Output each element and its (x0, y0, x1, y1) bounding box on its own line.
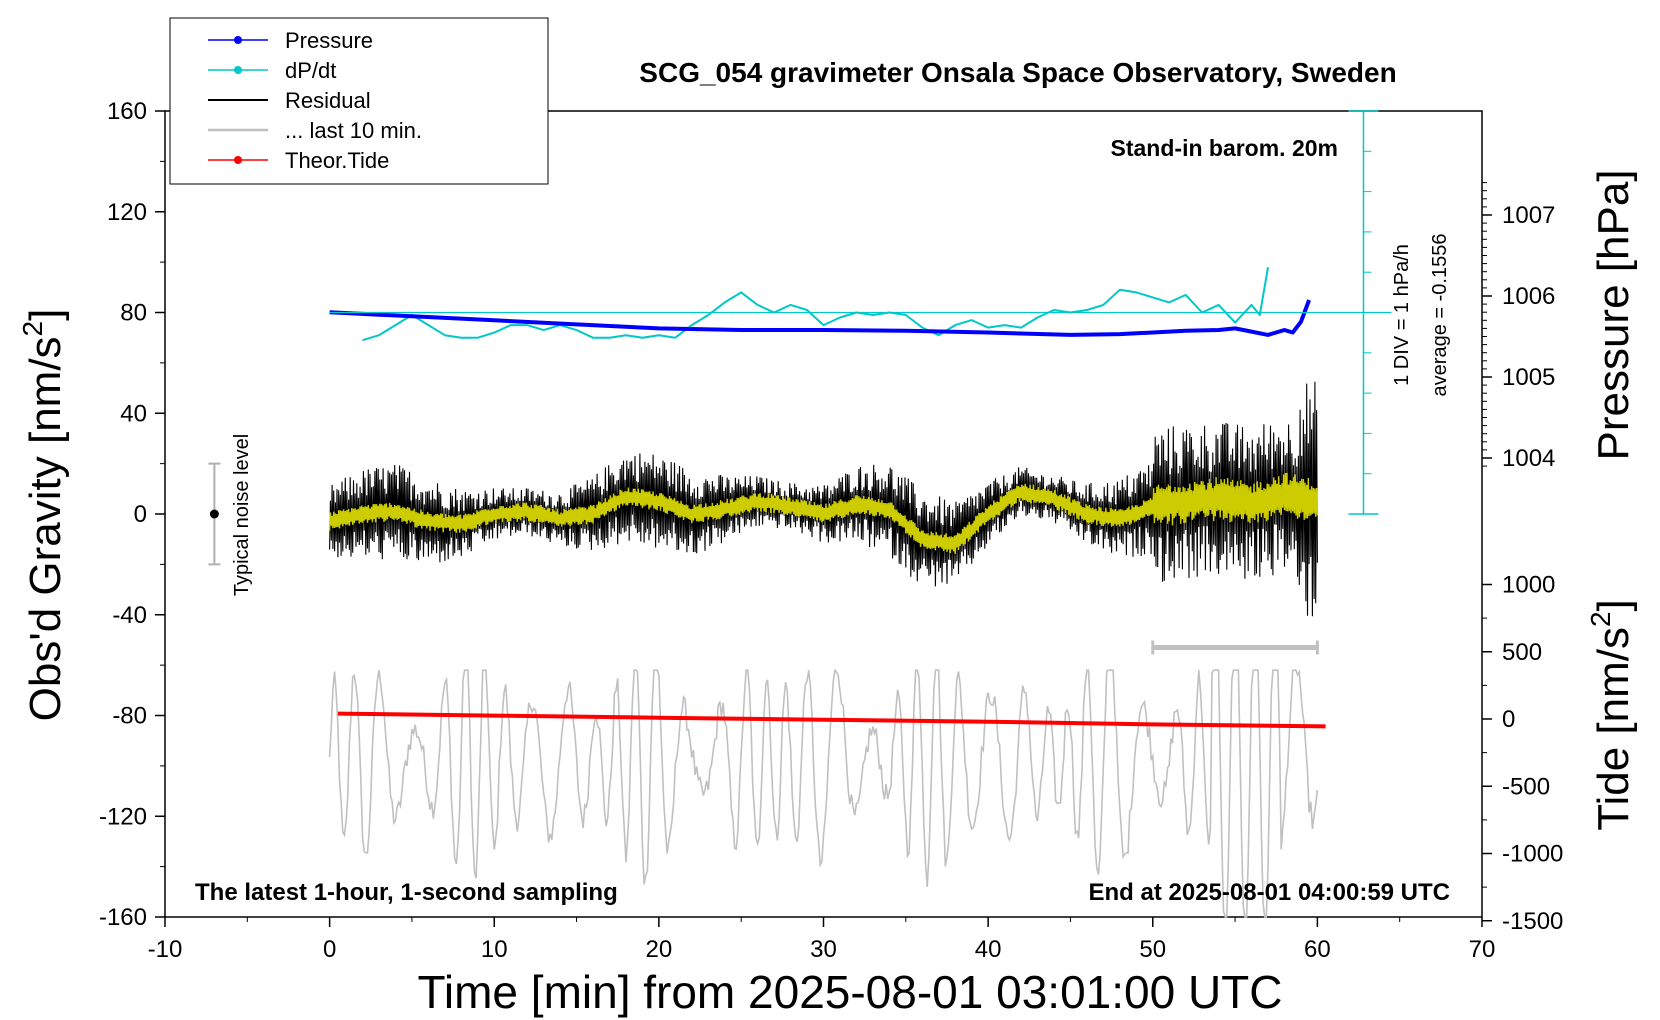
y-axis-title-tide: Tide [nm/s2] (1585, 599, 1638, 831)
x-tick-label: -10 (148, 936, 183, 963)
legend-label-tide: Theor.Tide (285, 148, 389, 173)
x-tick-label: 60 (1304, 936, 1331, 963)
y-left-tick-label: 160 (107, 98, 147, 125)
annotation-div-scale: 1 DIV = 1 hPa/h (1391, 244, 1413, 386)
y-left-tick-label: 40 (120, 400, 147, 427)
y-tide-tick-label: 500 (1502, 639, 1542, 666)
legend-marker-pressure (234, 36, 242, 44)
y-pressure-tick-label: 1004 (1502, 445, 1555, 472)
y-left-tick-label: -40 (112, 602, 147, 629)
annotation-noise: Typical noise level (231, 434, 253, 596)
annotation-stand-in: Stand-in barom. 20m (1111, 135, 1338, 161)
y-pressure-tick-label: 1007 (1502, 202, 1555, 229)
legend-label-dpdt: dP/dt (285, 58, 336, 83)
chart-title: SCG_054 gravimeter Onsala Space Observat… (639, 57, 1396, 88)
y-left-end: ] (21, 309, 70, 321)
noise-bar-center (209, 509, 219, 519)
y-pressure-tick-label: 1005 (1502, 364, 1555, 391)
pressure-line (329, 299, 1311, 337)
y-left-main: Obs'd Gravity [nm/s (21, 336, 70, 721)
x-tick-label: 50 (1139, 936, 1166, 963)
x-tick-label: 70 (1469, 936, 1496, 963)
legend-marker-tide (234, 156, 242, 164)
y-left-tick-label: 0 (134, 501, 147, 528)
y-tide-main: Tide [nm/s (1589, 627, 1638, 831)
tide-line (337, 711, 1326, 729)
y-pressure-tick-label: 1006 (1502, 283, 1555, 310)
y-tide-sup: 2 (1585, 611, 1616, 627)
y-tide-tick-label: 0 (1502, 706, 1515, 733)
x-tick-label: 0 (323, 936, 336, 963)
legend-marker-dpdt (234, 66, 242, 74)
legend: Pressure dP/dt Residual ... last 10 min.… (169, 17, 549, 185)
x-tick-label: 40 (975, 936, 1002, 963)
x-tick-label: 10 (481, 936, 508, 963)
x-tick-label: 20 (646, 936, 673, 963)
residual-trace-line (329, 381, 1318, 617)
y-left-tick-label: -80 (112, 703, 147, 730)
residual-smooth-line (328, 472, 1319, 554)
y-left-tick-label: -160 (99, 904, 147, 931)
y-left-sup: 2 (17, 321, 48, 337)
y-tide-tick-label: 1000 (1502, 572, 1555, 599)
y-tide-tick-label: -500 (1502, 773, 1550, 800)
y-left-tick-label: 120 (107, 199, 147, 226)
last10-trace-line (328, 668, 1319, 918)
legend-label-last10: ... last 10 min. (285, 118, 422, 143)
annotation-end-at: End at 2025-08-01 04:00:59 UTC (1089, 879, 1451, 906)
x-axis-title: Time [min] from 2025-08-01 03:01:00 UTC (418, 966, 1283, 1018)
legend-label-residual: Residual (285, 88, 371, 113)
annotation-average: average = -0.1556 (1429, 234, 1451, 397)
y-left-tick-label: -120 (99, 803, 147, 830)
ticks-layer: -10 0 10 20 30 40 50 60 70 160 120 80 40 0 -40 -80 -120 -… (99, 98, 1563, 963)
legend-label-pressure: Pressure (285, 28, 373, 53)
overlay-layer (208, 110, 1392, 655)
y-axis-title-left: Obs'd Gravity [nm/s2] (17, 309, 70, 722)
y-left-tick-label: 80 (120, 300, 147, 327)
series-layer (328, 267, 1326, 918)
dpdt-line (362, 267, 1269, 342)
y-tide-tick-label: -1500 (1502, 908, 1563, 935)
y-tide-tick-label: -1000 (1502, 841, 1563, 868)
y-tide-end: ] (1589, 599, 1638, 611)
x-tick-label: 30 (810, 936, 837, 963)
annotation-latest: The latest 1-hour, 1-second sampling (195, 879, 618, 906)
y-axis-title-pressure: Pressure [hPa] (1589, 169, 1638, 460)
